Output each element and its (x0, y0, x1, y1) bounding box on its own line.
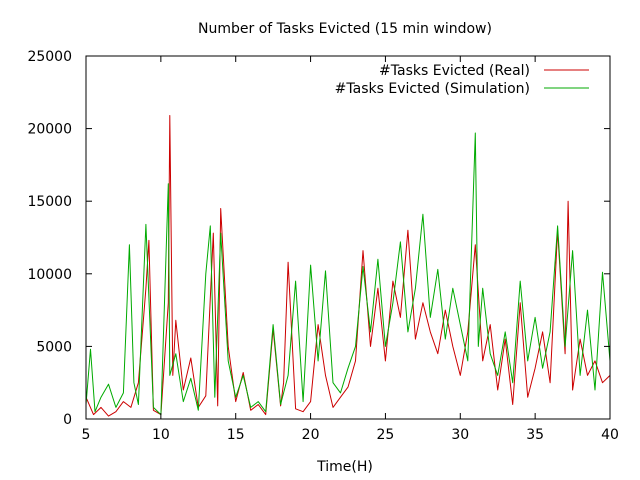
x-tick-label: 35 (526, 427, 544, 443)
legend: #Tasks Evicted (Real) #Tasks Evicted (Sim… (335, 63, 589, 97)
y-tick-label: 20000 (27, 122, 72, 138)
x-tick-label: 30 (451, 427, 469, 443)
series-line (85, 115, 611, 417)
y-tick-label: 15000 (27, 194, 72, 210)
y-tick-label: 5000 (36, 339, 72, 355)
axes-group: 5 10 15 20 25 30 35 40 0 5000 10000 15000 20000 25000 (27, 49, 618, 443)
x-tick-label: 25 (377, 427, 395, 443)
plot-frame (85, 55, 611, 420)
series-line (85, 132, 611, 416)
y-tick-label: 10000 (27, 267, 72, 283)
x-tick-label: 20 (302, 427, 320, 443)
x-axis-label: Time(H) (316, 459, 373, 475)
series-group (85, 115, 611, 417)
x-tick-label: 10 (152, 427, 170, 443)
chart-title: Number of Tasks Evicted (15 min window) (198, 21, 492, 37)
x-tick-label: 5 (82, 427, 91, 443)
legend-label: #Tasks Evicted (Real) (379, 63, 530, 79)
legend-label: #Tasks Evicted (Simulation) (335, 81, 530, 97)
y-tick-label: 25000 (27, 49, 72, 65)
y-tick-label: 0 (63, 412, 72, 428)
x-tick-label: 15 (227, 427, 245, 443)
x-tick-label: 40 (601, 427, 619, 443)
